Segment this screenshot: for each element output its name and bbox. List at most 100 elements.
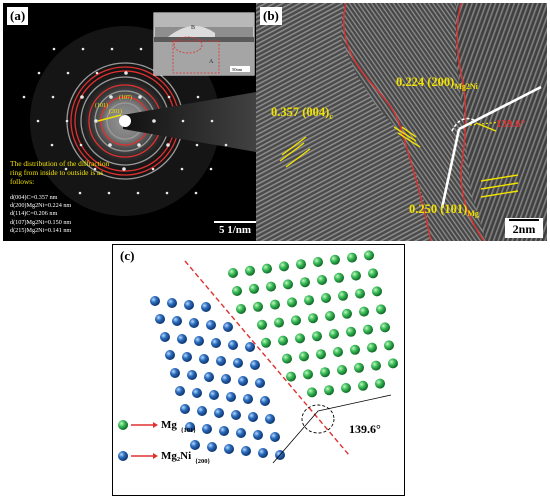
- diffraction-spot: [210, 119, 214, 123]
- mg-atom: [371, 360, 381, 371]
- mg-atom: [286, 371, 296, 382]
- diffraction-pattern: (101) (107) (201) B A 50nm: [22, 12, 262, 216]
- mg-atom: [253, 301, 263, 312]
- mg2ni-atom: [194, 336, 204, 346]
- inset-scale-label: 50nm: [232, 67, 243, 72]
- mg-atom: [354, 362, 364, 373]
- lattice-line-1: [440, 128, 461, 209]
- panel-c-atomic-model: 139.6° Mg {101} Mg₂Ni {200} (c): [112, 244, 405, 496]
- mg-atom: [363, 324, 373, 335]
- mg-atom: [321, 293, 331, 303]
- scale-bar-b-label: 2nm: [512, 222, 536, 236]
- diffraction-spot: [139, 47, 143, 51]
- mg2ni-atom: [224, 444, 234, 454]
- diffraction-spot: [78, 191, 82, 195]
- mg2ni-atom: [165, 350, 175, 360]
- ring-marker: [97, 114, 122, 122]
- diffraction-spot: [196, 95, 200, 99]
- mg2ni-atom: [231, 410, 241, 420]
- mg-atom: [257, 319, 267, 330]
- mg2ni-atom: [192, 388, 202, 398]
- mg-atom: [358, 380, 368, 391]
- diffraction-spot: [122, 167, 126, 171]
- diffraction-spot: [124, 71, 128, 75]
- mg2ni-atom: [248, 412, 258, 422]
- diffraction-spot: [50, 143, 54, 147]
- mg-atom: [376, 304, 386, 315]
- mg-atom: [312, 331, 322, 342]
- mg-atom: [283, 279, 293, 290]
- mg2ni-atom: [155, 314, 165, 324]
- d-spacing-item: d(004)C=0.357 nm: [10, 194, 58, 201]
- mg2ni-atom: [189, 318, 199, 328]
- mg-atom: [313, 257, 323, 267]
- mg2ni-atom: [177, 334, 187, 344]
- mg-atom: [320, 367, 330, 378]
- diffraction-spot: [22, 95, 26, 99]
- diffraction-spot: [195, 143, 199, 147]
- mg-atom: [334, 272, 344, 283]
- ring-label-3: (201): [109, 108, 122, 115]
- mg2ni-atom: [172, 316, 182, 326]
- mg-atom: [338, 290, 348, 301]
- d-spacing-item: d(114)C=0.206 nm: [10, 210, 58, 218]
- mg-atom: [262, 263, 272, 274]
- mg2ni-atom: [160, 332, 170, 342]
- mg-atom: [299, 351, 309, 362]
- mg-atoms: [228, 250, 398, 398]
- scale-bar-a-label: 5 1/nm: [218, 224, 252, 236]
- ring-label-1: (101): [95, 102, 108, 109]
- diffraction-spot: [52, 47, 56, 51]
- diffraction-spot: [93, 167, 97, 171]
- inset-letter-a: A: [209, 59, 214, 65]
- mg2ni-atom: [187, 370, 197, 380]
- mg2ni-atom: [243, 394, 253, 404]
- mg-atom: [388, 358, 398, 369]
- mg2ni-atom: [214, 408, 224, 418]
- legend-mg2ni-label: Mg₂Ni {200}: [161, 450, 210, 465]
- diffraction-spot: [80, 95, 84, 99]
- mg-atom: [325, 311, 335, 321]
- diffraction-spot: [107, 191, 111, 195]
- mg2ni-atom: [260, 396, 270, 406]
- mg-atom: [380, 322, 390, 333]
- mg2ni-atom: [190, 440, 200, 450]
- grain-boundary-2: [456, 3, 485, 241]
- diffraction-spot: [94, 119, 98, 123]
- d-spacing-item: d(200)Mg2Ni=0.224 nm: [10, 202, 72, 210]
- diffraction-spot: [151, 167, 155, 171]
- lattice-line-2: [458, 85, 542, 131]
- mg2ni-atom: [258, 448, 268, 458]
- legend-mg2ni-swatch: [118, 451, 128, 461]
- diffraction-spot: [166, 143, 170, 147]
- mg-atom: [228, 268, 238, 278]
- mg-atom: [350, 344, 360, 355]
- mg-atom: [330, 254, 340, 265]
- mg2ni-atom: [150, 296, 160, 306]
- legend: Mg {101} Mg₂Ni {200}: [118, 419, 210, 465]
- mg2ni-atom: [250, 360, 260, 370]
- mg-atom: [346, 326, 356, 337]
- panel-a-diffraction: (101) (107) (201) B A 50nm (a) The distr…: [3, 3, 262, 241]
- mg-atom: [261, 337, 271, 348]
- mg2ni-atom: [226, 392, 236, 402]
- mg2ni-atom: [223, 322, 233, 332]
- mg-atom: [270, 299, 280, 310]
- mg2ni-atom: [170, 368, 180, 378]
- mg-atom: [291, 315, 301, 326]
- diffraction-spot: [167, 95, 171, 99]
- mg2ni-atom: [265, 414, 275, 424]
- diffraction-spot: [79, 143, 83, 147]
- mg-atom: [308, 313, 318, 324]
- mg2ni-atom: [167, 298, 177, 308]
- mg-atom: [368, 268, 378, 279]
- mg2ni-atom: [219, 426, 229, 436]
- mg-plane-line: [317, 394, 392, 412]
- beam-stop: [123, 91, 262, 153]
- mg2ni-atoms: [150, 296, 285, 460]
- diffraction-spot: [136, 191, 140, 195]
- ring-label-2: (107): [119, 94, 132, 101]
- mg-atom: [307, 387, 317, 398]
- d-spacing-list: d(004)C=0.357 nm d(200)Mg2Ni=0.224 nm d(…: [10, 194, 160, 235]
- mg-atom: [266, 281, 276, 292]
